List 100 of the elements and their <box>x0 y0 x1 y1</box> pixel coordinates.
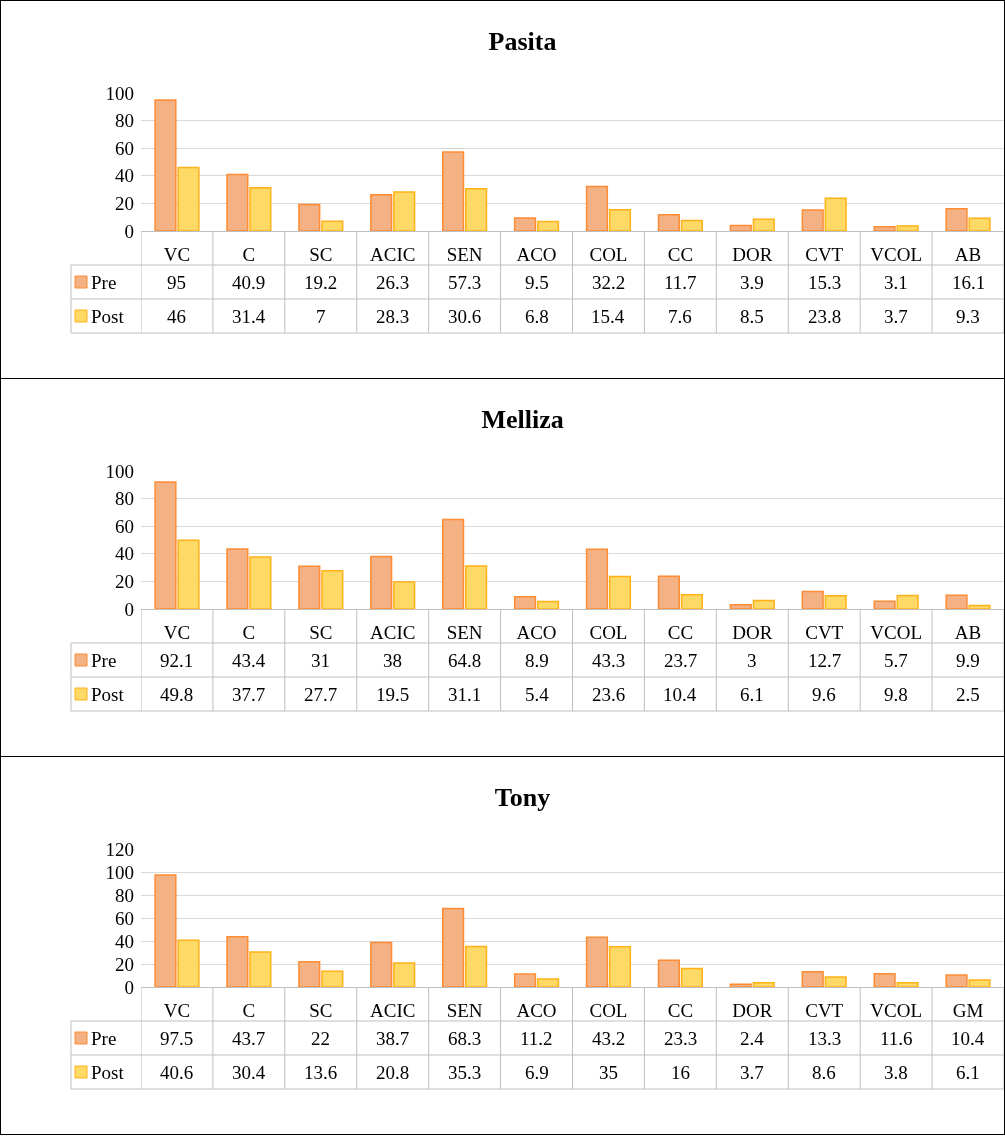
data-label: 8.5 <box>740 306 764 327</box>
y-tick-label: 40 <box>115 165 134 187</box>
bar <box>298 960 321 987</box>
data-label: 23.6 <box>592 684 626 705</box>
data-label: 40.6 <box>160 1062 194 1083</box>
bar <box>249 186 272 231</box>
bar <box>513 217 537 231</box>
data-label: 27.7 <box>304 684 338 705</box>
bar <box>824 197 847 231</box>
x-tick-label: DOR <box>732 243 773 265</box>
data-label: 31 <box>311 650 330 671</box>
x-tick-label: COL <box>589 621 628 643</box>
bar <box>177 166 200 231</box>
bar <box>177 939 200 987</box>
bar <box>154 874 177 987</box>
x-tick-label: C <box>242 999 256 1021</box>
x-tick-label: ACO <box>516 621 557 643</box>
bar <box>608 946 632 987</box>
data-label: 2.5 <box>956 684 980 705</box>
x-tick-label: SEN <box>446 999 483 1021</box>
y-tick-label: 60 <box>115 515 134 537</box>
bar <box>154 481 177 609</box>
data-label: 10.4 <box>663 684 697 705</box>
x-tick-label: COL <box>589 999 628 1021</box>
data-label: 31.1 <box>448 684 482 705</box>
legend-label: Pre <box>91 272 117 293</box>
y-tick-label: 120 <box>105 838 134 860</box>
x-tick-label: GM <box>952 999 984 1021</box>
bar <box>657 959 680 987</box>
data-label: 35 <box>599 1062 618 1083</box>
chart-title: Pasita <box>488 27 557 57</box>
bar <box>657 214 680 231</box>
bar <box>298 203 321 231</box>
bar <box>873 600 896 609</box>
data-label: 43.4 <box>232 650 266 671</box>
x-tick-label: CVT <box>805 243 844 265</box>
bar <box>968 604 991 609</box>
x-tick-label: DOR <box>732 999 773 1021</box>
x-tick-label: CC <box>667 621 694 643</box>
x-tick-label: CC <box>667 999 694 1021</box>
bar <box>968 979 991 987</box>
bar <box>680 967 703 987</box>
x-tick-label: VC <box>163 621 191 643</box>
y-tick-label: 20 <box>115 193 134 215</box>
data-label: 13.6 <box>304 1062 338 1083</box>
bar <box>393 581 416 609</box>
legend-label: Pre <box>91 650 117 671</box>
x-tick-label: VCOL <box>870 243 922 265</box>
data-label: 6.1 <box>740 684 764 705</box>
data-label: 16 <box>671 1062 690 1083</box>
bar <box>321 220 344 231</box>
x-tick-label: ACO <box>516 243 557 265</box>
bar <box>801 209 824 231</box>
data-label: 2.4 <box>740 1028 765 1049</box>
bar <box>585 185 609 231</box>
data-label: 9.5 <box>525 272 549 293</box>
x-tick-label: DOR <box>732 621 773 643</box>
bar <box>465 945 488 987</box>
x-tick-label: SEN <box>446 621 483 643</box>
data-label: 46 <box>167 306 186 327</box>
x-tick-label: ACIC <box>370 621 416 643</box>
data-label: 22 <box>311 1028 330 1049</box>
bar <box>968 217 991 231</box>
legend-label: Post <box>91 1062 125 1083</box>
data-label: 7 <box>316 306 326 327</box>
data-label: 3.7 <box>884 306 908 327</box>
bar <box>752 982 775 987</box>
bar <box>896 981 919 987</box>
bar <box>442 518 465 609</box>
data-label: 43.3 <box>592 650 626 671</box>
data-label: 12.7 <box>808 650 842 671</box>
data-label: 30.4 <box>232 1062 266 1083</box>
x-tick-label: CVT <box>805 999 844 1021</box>
bar <box>513 595 537 609</box>
bar <box>442 151 465 231</box>
bar <box>801 590 824 609</box>
bar <box>536 600 560 609</box>
bar <box>729 224 752 231</box>
data-label: 68.3 <box>448 1028 482 1049</box>
data-label: 43.2 <box>592 1028 626 1049</box>
bar <box>657 575 680 609</box>
x-tick-label: SC <box>309 621 333 643</box>
bar <box>585 936 609 987</box>
data-label: 9.9 <box>956 650 980 671</box>
y-tick-label: 60 <box>115 907 134 929</box>
data-label: 16.1 <box>952 272 986 293</box>
y-tick-label: 80 <box>115 488 134 510</box>
bar <box>226 936 249 987</box>
bar <box>945 208 968 231</box>
bar <box>442 907 465 987</box>
x-tick-label: VCOL <box>870 999 922 1021</box>
bar <box>680 593 703 609</box>
bar <box>321 570 344 609</box>
bar <box>608 209 632 231</box>
bar <box>177 539 200 609</box>
data-label: 11.2 <box>520 1028 553 1049</box>
bar <box>608 575 632 609</box>
bar <box>801 970 824 987</box>
data-label: 6.9 <box>525 1062 549 1083</box>
data-label: 5.4 <box>525 684 550 705</box>
